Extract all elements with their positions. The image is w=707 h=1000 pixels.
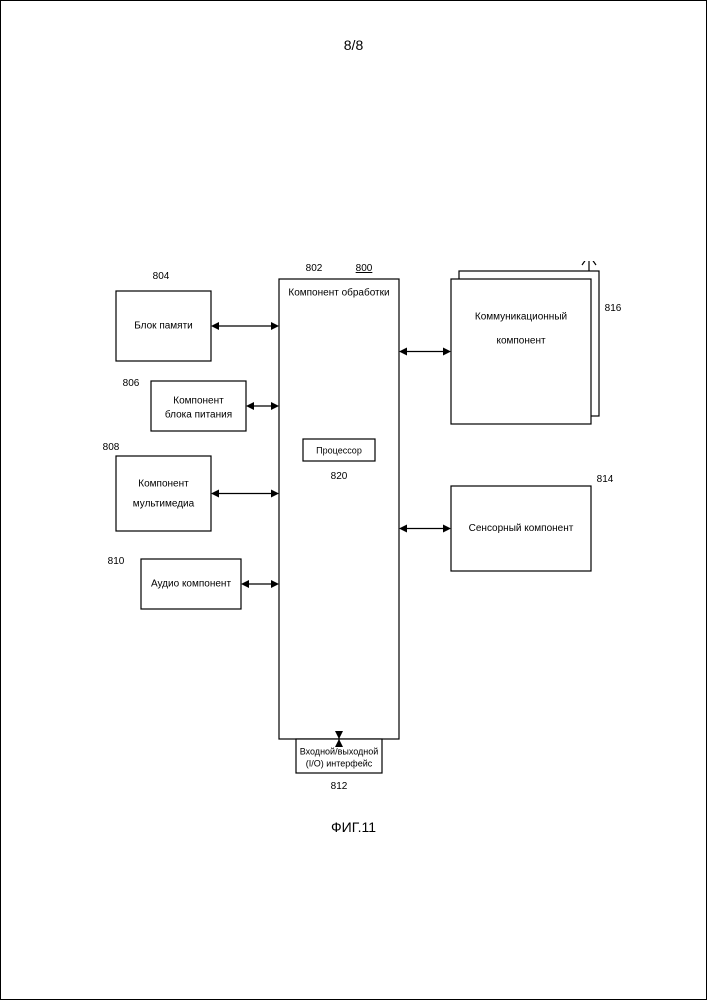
comm-l1: Коммуникационный <box>475 312 567 323</box>
memory-ref: 804 <box>153 271 170 282</box>
sensor-label: Сенсорный компонент <box>469 523 574 534</box>
processor-ref: 820 <box>331 471 348 482</box>
multimedia-ref: 808 <box>103 442 120 453</box>
power-l1: Компонент <box>173 396 224 407</box>
power-l2: блока питания <box>165 409 232 421</box>
io-l2: (I/O) интерфейс <box>306 758 373 768</box>
system-ref: 800 <box>356 263 373 274</box>
multimedia-box <box>116 456 211 531</box>
io-l1: Входной/выходной <box>300 746 379 756</box>
sensor-ref: 814 <box>597 474 614 485</box>
processing-label: Компонент обработки <box>288 287 389 299</box>
mm-l2: мультимедиа <box>133 499 195 510</box>
comm-l2: компонент <box>496 336 546 347</box>
memory-label: Блок памяти <box>134 321 193 332</box>
block-diagram: Компонент обработки Процессор 820 Блок памя… <box>81 261 641 791</box>
audio-ref: 810 <box>108 556 125 567</box>
audio-label: Аудио компонент <box>151 579 231 590</box>
processing-ref: 802 <box>306 263 323 274</box>
page: 8/8 Компонент обработки Процессор 820 Блок … <box>0 0 707 1000</box>
page-number: 8/8 <box>1 37 706 53</box>
io-ref: 812 <box>331 781 348 791</box>
processor-label: Процессор <box>316 445 362 455</box>
power-ref: 806 <box>123 378 140 389</box>
comm-box <box>451 279 591 424</box>
comm-ref: 816 <box>605 303 622 314</box>
mm-l1: Компонент <box>138 479 189 490</box>
figure-caption: ФИГ.11 <box>1 819 706 835</box>
processing-box <box>279 279 399 739</box>
